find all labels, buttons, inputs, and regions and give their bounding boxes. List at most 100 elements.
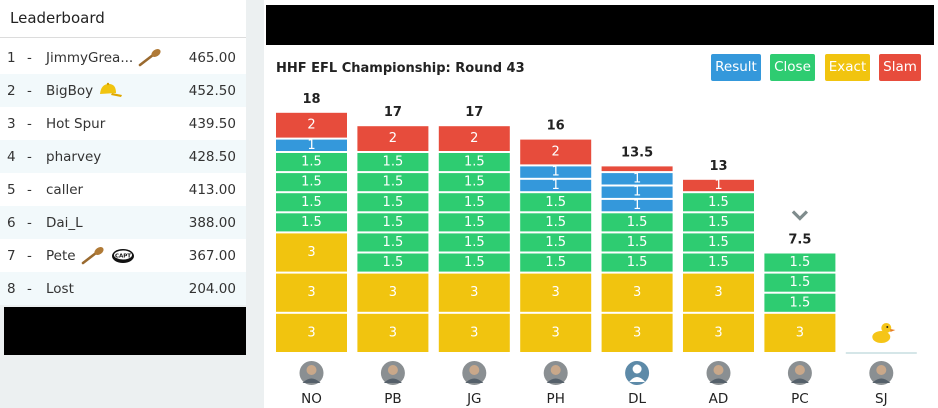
legend-result-button[interactable]: Result xyxy=(711,54,761,81)
bar-total-label: 17 xyxy=(465,105,483,120)
leaderboard-separator: - xyxy=(27,247,32,264)
leaderboard-separator: - xyxy=(27,82,32,99)
bar-segment-label: 1.5 xyxy=(627,215,648,230)
bar-segment-label: 1.5 xyxy=(708,195,729,210)
bar-segment-result xyxy=(601,199,673,212)
leaderboard-player: Dai_L xyxy=(46,215,83,231)
leaderboard-row[interactable]: 8- Lost 204.00 xyxy=(0,272,246,305)
player-avatar[interactable] xyxy=(380,361,405,385)
player-avatar[interactable] xyxy=(299,361,324,385)
bar-segment-close xyxy=(764,293,836,312)
leaderboard-rank: 3 xyxy=(7,115,16,132)
leaderboard-player-name: Dai_L xyxy=(46,214,83,231)
bar-segment-close xyxy=(764,253,836,272)
bar-segment-close xyxy=(276,153,347,172)
bar-segment-label: 1.5 xyxy=(545,215,566,230)
leaderboard-score: 413.00 xyxy=(188,181,236,198)
bar-segment-label: 3 xyxy=(307,285,315,300)
leaderboard-separator: - xyxy=(27,280,32,297)
redacted-header xyxy=(266,5,934,45)
player-avatar[interactable] xyxy=(706,361,731,385)
bar-segment-exact xyxy=(357,313,429,352)
bar-segment-label: 1.5 xyxy=(708,255,729,270)
bar-segment-result xyxy=(520,179,592,192)
bar-segment-label: 1.5 xyxy=(627,255,648,270)
bar-segment-label: 3 xyxy=(552,325,560,340)
leaderboard-row[interactable]: 2- BigBoy 452.50 xyxy=(0,74,246,107)
leaderboard-player-name: pharvey xyxy=(46,148,102,165)
bar-segment-close xyxy=(438,213,510,232)
chevron-down-icon[interactable] xyxy=(791,210,809,221)
player-label: PC xyxy=(791,391,809,407)
bar-segment-exact xyxy=(276,233,347,272)
bar-segment-label: 2 xyxy=(307,118,315,133)
player-label: PH xyxy=(547,391,565,407)
leaderboard-row[interactable]: 3- Hot Spur 439.50 xyxy=(0,107,246,140)
leaderboard-score: 439.50 xyxy=(188,115,236,132)
bar-segment-slam xyxy=(520,139,592,165)
bar-jg[interactable]: 3 3 1.5 1.5 1.5 1.5 1.5 1.5 2 17 JG xyxy=(438,105,510,407)
bar-segment-close xyxy=(683,193,754,212)
bar-segment-exact xyxy=(683,313,754,352)
bar-segment-label: 3 xyxy=(307,245,315,260)
bar-segment-label: 1 xyxy=(633,185,641,200)
legend-exact-button[interactable]: Exact xyxy=(825,54,870,81)
bar-segment-close xyxy=(357,213,429,232)
bar-segment-label: 2 xyxy=(389,131,397,146)
leaderboard-row[interactable]: 4- pharvey 428.50 xyxy=(0,140,246,173)
bar-segment-label: 1.5 xyxy=(464,215,485,230)
bar-segment-label: 1 xyxy=(552,165,560,180)
leaderboard-row[interactable]: 7- Pete CAPT 367.00 xyxy=(0,239,246,272)
leaderboard-row[interactable]: 1- JimmyGrea... 465.00 xyxy=(0,41,246,74)
bar-segment-result xyxy=(601,186,673,198)
player-avatar[interactable] xyxy=(625,361,650,385)
bar-segment-exact xyxy=(276,313,347,352)
bar-ad[interactable]: 3 3 1.5 1.5 1.5 1.5 1 13 AD xyxy=(683,159,754,407)
bar-pc[interactable]: 3 1.5 1.5 1.5 7.5 PC xyxy=(764,210,836,408)
bar-segment-exact xyxy=(520,313,592,352)
bar-segment-label: 1.5 xyxy=(383,195,404,210)
leaderboard-separator: - xyxy=(27,214,32,231)
bar-segment-result xyxy=(520,166,592,178)
bar-total-label: 17 xyxy=(384,105,402,120)
player-avatar[interactable] xyxy=(787,361,812,385)
player-label: NO xyxy=(301,391,322,407)
bar-segment-label: 1 xyxy=(633,171,641,186)
bar-segment-close xyxy=(764,273,836,292)
bar-segment-close xyxy=(438,233,510,252)
player-avatar[interactable] xyxy=(543,361,568,385)
leaderboard-player: pharvey xyxy=(46,149,101,165)
bar-segment-exact xyxy=(520,273,592,312)
legend-close-button[interactable]: Close xyxy=(770,54,815,81)
bar-segment-label: 1 xyxy=(714,178,722,193)
leaderboard-row[interactable]: 5- caller 413.00 xyxy=(0,173,246,206)
leaderboard-rank: 2 xyxy=(7,82,16,99)
bar-segment-close xyxy=(520,233,592,252)
player-avatar[interactable] xyxy=(869,361,894,385)
bar-segment-close xyxy=(357,173,429,192)
bar-segment-slam xyxy=(601,166,673,172)
bar-ph[interactable]: 3 3 1.5 1.5 1.5 1.5 11 2 16 PH xyxy=(520,119,592,407)
bar-segment-label: 3 xyxy=(470,325,478,340)
bar-segment-close xyxy=(520,193,592,212)
leaderboard-title: Leaderboard xyxy=(0,0,246,38)
bar-segment-label: 1.5 xyxy=(790,295,811,310)
bar-segment-label: 1.5 xyxy=(301,195,322,210)
player-avatar[interactable] xyxy=(462,361,487,385)
bar-sj[interactable]: SJ xyxy=(845,323,917,407)
bar-segment-slam xyxy=(276,112,347,138)
chart-title: HHF EFL Championship: Round 43 xyxy=(276,61,525,76)
bar-segment-exact xyxy=(601,273,673,312)
bar-no[interactable]: 3 3 3 1.5 1.5 1.5 1.5 1 2 18 NO xyxy=(276,92,347,407)
bar-pb[interactable]: 3 3 1.5 1.5 1.5 1.5 1.5 1.5 2 17 PB xyxy=(357,105,429,407)
bar-segment-close xyxy=(357,233,429,252)
bar-segment-label: 1.5 xyxy=(545,235,566,250)
leaderboard-player-name: Pete xyxy=(46,247,76,264)
bar-segment-label: 3 xyxy=(552,285,560,300)
leaderboard-player: caller xyxy=(46,182,83,198)
legend-slam-button[interactable]: Slam xyxy=(879,54,921,81)
leaderboard-row[interactable]: 6- Dai_L 388.00 xyxy=(0,206,246,239)
bar-segment-close xyxy=(520,253,592,272)
